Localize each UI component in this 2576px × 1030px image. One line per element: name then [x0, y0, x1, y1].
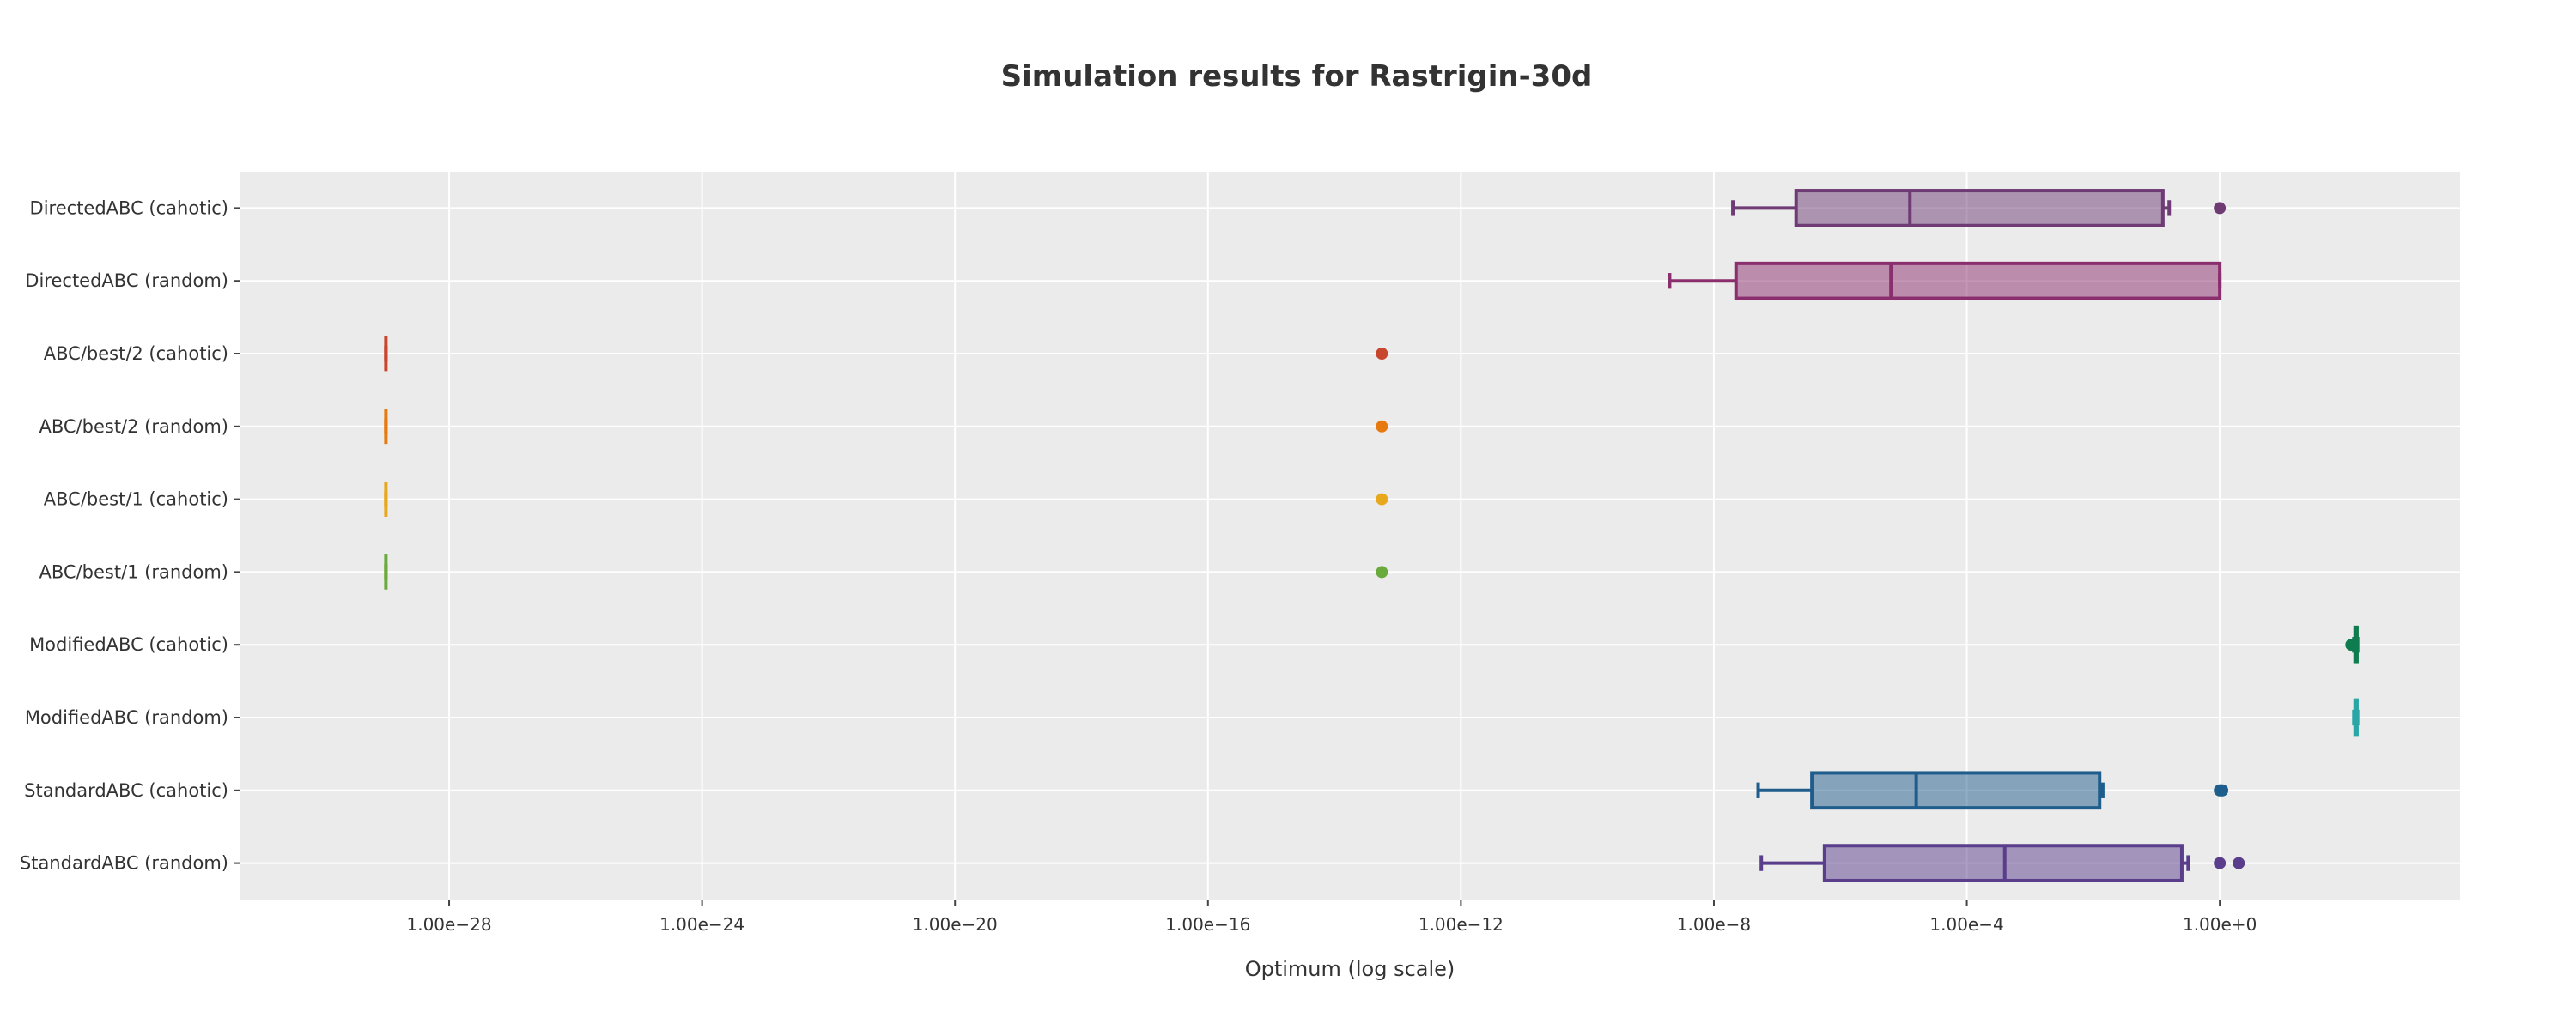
chart-title: Simulation results for Rastrigin-30d	[1001, 59, 1593, 94]
box-outlier-point	[2214, 857, 2227, 869]
box-series	[384, 554, 1388, 590]
box-outlier-point	[1376, 420, 1388, 433]
y-tick-label: StandardABC (random)	[20, 853, 228, 874]
box-outlier-point	[2216, 784, 2229, 797]
box-outlier-point	[2214, 202, 2227, 215]
box-series	[384, 409, 1388, 445]
box-iqr	[1794, 189, 2165, 227]
box-series	[1668, 261, 2222, 300]
x-tick-label: 1.00e−12	[1419, 914, 1504, 935]
x-tick-label: 1.00e−24	[659, 914, 744, 935]
x-tick-label: 1.00e−16	[1165, 914, 1250, 935]
y-tick-label: ABC/best/1 (cahotic)	[44, 489, 228, 510]
box-series-group	[384, 189, 2360, 882]
y-tick-label: ABC/best/2 (cahotic)	[44, 343, 228, 364]
box-series	[384, 482, 1388, 517]
box-series	[1756, 771, 2229, 810]
box-series	[1759, 844, 2245, 882]
box-iqr	[1734, 261, 2222, 300]
y-tick-label: DirectedABC (cahotic)	[30, 197, 228, 218]
y-tick-label: ModifiedABC (random)	[25, 707, 228, 728]
x-tick-label: 1.00e−4	[1929, 914, 2003, 935]
box-series	[1731, 189, 2227, 227]
y-tick-label: ModifiedABC (cahotic)	[29, 634, 228, 655]
box-series	[2352, 698, 2360, 737]
y-tick-label: ABC/best/1 (random)	[39, 561, 228, 582]
box-outlier-point	[1376, 348, 1388, 360]
x-tick-label: 1.00e+0	[2183, 914, 2257, 935]
box-iqr	[1810, 771, 2102, 810]
box-outlier-point	[2346, 639, 2359, 651]
box-outlier-point	[1376, 493, 1388, 506]
x-axis-label: Optimum (log scale)	[1245, 957, 1455, 981]
y-tick-label: DirectedABC (random)	[25, 270, 228, 291]
y-tick-label: ABC/best/2 (random)	[39, 416, 228, 437]
box-series	[384, 336, 1388, 372]
box-series	[2345, 625, 2360, 664]
x-tick-label: 1.00e−8	[1677, 914, 1751, 935]
box-outlier-point	[2233, 857, 2245, 869]
box-outlier-point	[1376, 566, 1388, 579]
x-axis-ticks: 1.00e−28 1.00e−24 1.00e−20 1.00e−16 1.00e−12…	[407, 900, 2257, 935]
x-tick-label: 1.00e−20	[913, 914, 998, 935]
y-axis-ticks: DirectedABC (cahotic) DirectedABC (random…	[20, 197, 240, 874]
y-tick-label: StandardABC (cahotic)	[24, 780, 228, 801]
x-tick-label: 1.00e−28	[407, 914, 492, 935]
